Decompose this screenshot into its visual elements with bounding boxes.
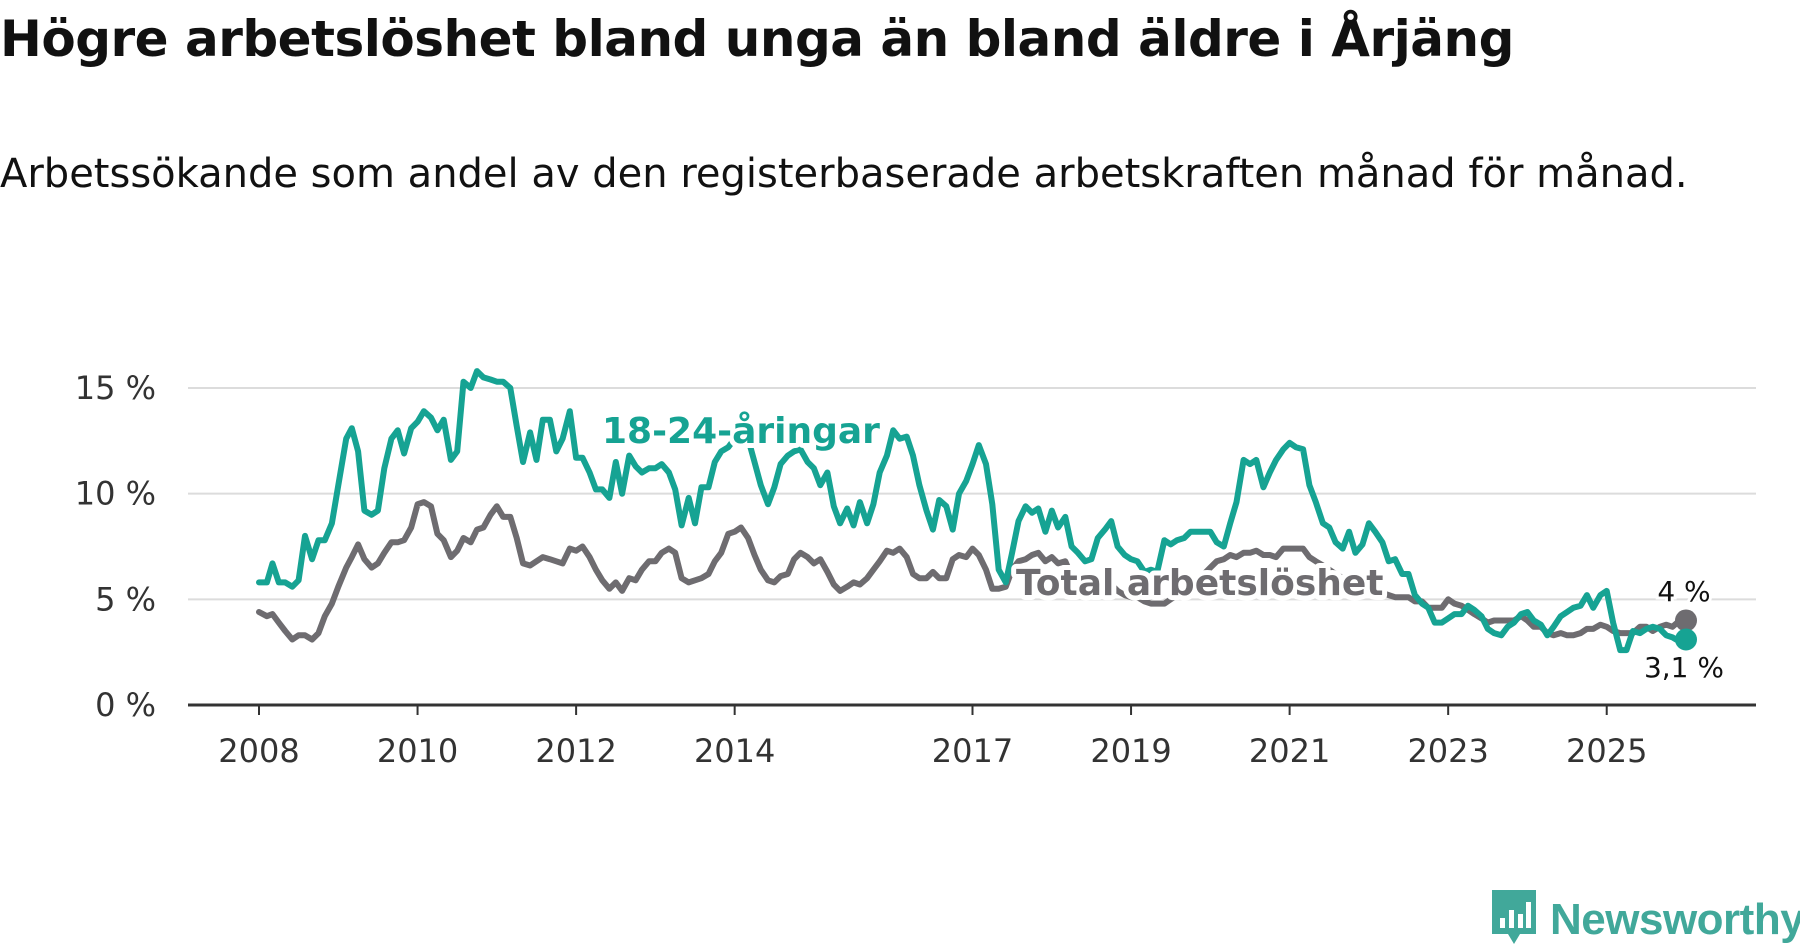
x-tick-label: 2025 <box>1566 732 1647 770</box>
y-tick-label: 0 % <box>95 686 156 724</box>
series-line-youth <box>256 368 1689 654</box>
y-tick-label: 5 % <box>95 580 156 618</box>
end-label-total: 4 % <box>1657 575 1710 608</box>
x-tick-label: 2012 <box>535 732 616 770</box>
series-line-total <box>256 499 1689 643</box>
end-label-youth: 3,1 % <box>1644 651 1724 684</box>
end-point-total <box>1675 609 1697 632</box>
x-tick-label: 2014 <box>694 732 775 770</box>
y-tick-label: 15 % <box>75 369 156 407</box>
newsworthy-logo-icon <box>1490 888 1538 952</box>
series-label-total: Total arbetslöshet <box>1016 563 1384 604</box>
series-lines <box>256 368 1697 654</box>
newsworthy-brand: Newsworthy <box>1490 888 1800 952</box>
series-label-youth: 18-24-åringar <box>602 411 880 452</box>
end-point-youth <box>1675 628 1697 651</box>
axes: 0 % 5 % 10 % 15 % 2008 2010 2012 2014 2017 2019 20… <box>75 369 1756 770</box>
line-chart: 0 % 5 % 10 % 15 % 2008 2010 2012 2014 2017 2019 20… <box>75 368 1756 770</box>
gridlines <box>188 387 1756 601</box>
series-labels: 18-24-åringar Total arbetslöshet 4 % 3,1… <box>597 406 1727 687</box>
x-tick-label: 2023 <box>1407 732 1488 770</box>
x-tick-label: 2010 <box>377 732 458 770</box>
x-tick-label: 2008 <box>218 732 299 770</box>
chart-subtitle: Arbetssökande som andel av den registerb… <box>0 151 1688 197</box>
x-tick-label: 2019 <box>1090 732 1171 770</box>
chart-title: Högre arbetslöshet bland unga än bland ä… <box>0 10 1514 68</box>
y-tick-label: 10 % <box>75 475 156 513</box>
brand-name: Newsworthy <box>1550 895 1800 944</box>
x-tick-label: 2021 <box>1249 732 1330 770</box>
x-tick-label: 2017 <box>932 732 1013 770</box>
